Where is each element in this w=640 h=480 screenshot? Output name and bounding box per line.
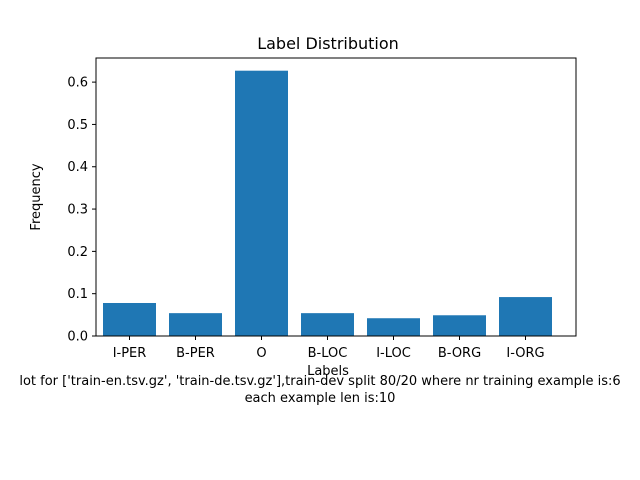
bar-o [235, 70, 288, 336]
y-axis-ticks: 0.0 0.1 0.2 0.3 0.4 0.5 0.6 [67, 76, 96, 345]
x-tick-label: I-PER [113, 346, 147, 361]
bar-b-org [433, 315, 486, 336]
x-tick-label: B-PER [176, 346, 215, 361]
bars-group [103, 70, 552, 336]
y-tick-label: 0.2 [67, 245, 88, 260]
caption-line-2: each example len is:10 [244, 391, 396, 406]
bar-b-loc [301, 313, 354, 336]
y-tick-label: 0.0 [67, 330, 88, 345]
y-tick-label: 0.4 [67, 160, 88, 175]
y-tick-label: 0.5 [67, 118, 88, 133]
x-tick-label: B-ORG [438, 346, 481, 361]
bar-i-per [103, 302, 156, 336]
axes-frame [95, 57, 577, 337]
chart-title: Label Distribution [257, 34, 399, 53]
x-axis-label: Labels [307, 364, 349, 379]
x-tick-label: B-LOC [308, 346, 348, 361]
y-tick-label: 0.3 [67, 203, 88, 218]
bar-b-per [169, 313, 222, 336]
caption-line-1: lot for ['train-en.tsv.gz', 'train-de.ts… [19, 374, 621, 389]
y-tick-label: 0.6 [67, 76, 88, 91]
x-tick-label: I-ORG [506, 346, 544, 361]
bar-i-loc [367, 318, 420, 336]
x-tick-label: I-LOC [376, 346, 411, 361]
y-axis-label: Frequency [29, 163, 44, 230]
bar-i-org [499, 297, 552, 336]
y-tick-label: 0.1 [67, 287, 88, 302]
x-axis-ticks: I-PER B-PER O B-LOC I-LOC B-ORG I-ORG [113, 336, 545, 361]
x-tick-label: O [256, 346, 266, 361]
